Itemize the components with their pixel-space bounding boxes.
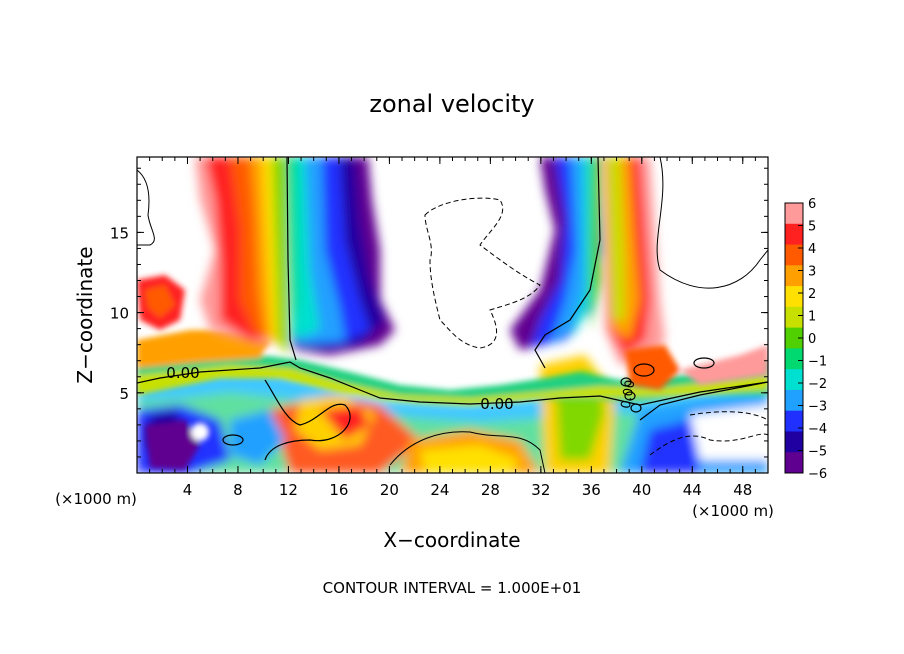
y-tick-label: 10 [110, 305, 129, 323]
x-tick-label: 20 [380, 481, 399, 499]
colorbar-tick-label: −1 [808, 355, 827, 370]
small-contour-40a [633, 363, 655, 377]
contours [137, 157, 768, 473]
colorbar-tick-label: −5 [808, 445, 827, 460]
colorbar-tick-label: −4 [808, 422, 827, 437]
contour-label-center: 0.00 [480, 395, 513, 413]
small-contour-8 [222, 434, 244, 446]
colorbar-tick-label: 0 [808, 332, 816, 347]
x-tick-label: 44 [683, 481, 702, 499]
zero-band [137, 275, 768, 406]
small-contour-38c [630, 403, 642, 413]
colorbar-swatch [785, 348, 803, 370]
colorbar-tick-label: 2 [808, 287, 816, 302]
dashed-contour-center [424, 197, 541, 349]
colorbar-swatch [785, 452, 803, 474]
x-tick-label: 28 [481, 481, 500, 499]
thin-contour-right [656, 157, 768, 289]
small-contour-38a [620, 377, 632, 387]
x-tick-label: 12 [279, 481, 298, 499]
zero-contour-left [137, 361, 768, 406]
colorbar-tick-label: −6 [808, 467, 827, 482]
thin-contour-bottom [389, 431, 546, 473]
colorbar-tick-label: 5 [808, 220, 816, 235]
y-unit-label: (×1000 m) [55, 490, 137, 508]
x-tick-label: 32 [531, 481, 550, 499]
colorbar-tick-label: 3 [808, 265, 816, 280]
lower-layer [137, 355, 768, 473]
colorbar-swatch [785, 265, 803, 287]
contour-label-right: 0.00 [619, 379, 639, 410]
lower-left-negative [145, 420, 209, 470]
x-tick-label: 48 [733, 481, 752, 499]
x-unit-label: (×1000 m) [692, 502, 774, 520]
colorbar-tick-label: 4 [808, 242, 816, 257]
thin-contour-top-left [137, 169, 155, 246]
contour-label-left: 0.00 [166, 364, 199, 382]
colorbar-swatch [785, 410, 803, 432]
zero-contour-vertical-left [286, 157, 297, 361]
x-tick-label: 40 [632, 481, 651, 499]
colorbar-swatch [785, 327, 803, 349]
colorbar-tick-label: −2 [808, 377, 827, 392]
colorbar-swatch [785, 389, 803, 412]
y-axis: 5 10 15 [110, 167, 768, 458]
colorbar-swatch [785, 306, 803, 329]
small-contour-42 [693, 357, 715, 369]
x-tick-label: 24 [430, 481, 449, 499]
left-negative-column [288, 157, 395, 355]
colorbar-swatch [785, 244, 803, 266]
chart-title: zonal velocity [369, 90, 534, 118]
small-contour-38b [624, 391, 636, 401]
left-positive-column [195, 157, 290, 355]
colorbar-tick-label: −3 [808, 400, 827, 415]
colorbar-swatch [785, 431, 803, 453]
contour-labels: 0.00 0.00 0.00 [166, 364, 639, 413]
velocity-field: 0.00 0.00 0.00 [137, 157, 768, 473]
colorbar: 6 5 4 3 2 1 0 −1 −2 −3 −4 −5 −6 [784, 197, 827, 482]
colorbar-tick-label: 6 [808, 197, 816, 212]
colorbar-swatch [785, 223, 803, 246]
x-tick-label: 16 [329, 481, 348, 499]
contour-interval-footer: CONTOUR INTERVAL = 1.000E+01 [323, 579, 582, 597]
x-tick-label: 36 [582, 481, 601, 499]
y-axis-label: Z−coordinate [73, 246, 97, 383]
x-tick-label: 8 [233, 481, 243, 499]
y-tick-label: 15 [110, 224, 129, 242]
colorbar-swatch [785, 369, 803, 391]
colorbar-tick-label: 1 [808, 310, 816, 325]
y-tick-label: 5 [119, 385, 129, 403]
zero-contour-loop [264, 379, 351, 461]
zero-contour-right-branch [639, 381, 768, 421]
x-axis-label: X−coordinate [383, 528, 520, 552]
colorbar-swatch [785, 286, 803, 308]
zero-contour-vertical-right [534, 157, 601, 369]
dashed-contour-lower-right [649, 411, 768, 456]
colorbar-swatch [785, 203, 803, 225]
x-tick-label: 4 [183, 481, 193, 499]
right-positive-column [602, 157, 665, 365]
x-axis: 4 8 12 16 20 24 28 32 36 40 44 48 [149, 157, 756, 499]
